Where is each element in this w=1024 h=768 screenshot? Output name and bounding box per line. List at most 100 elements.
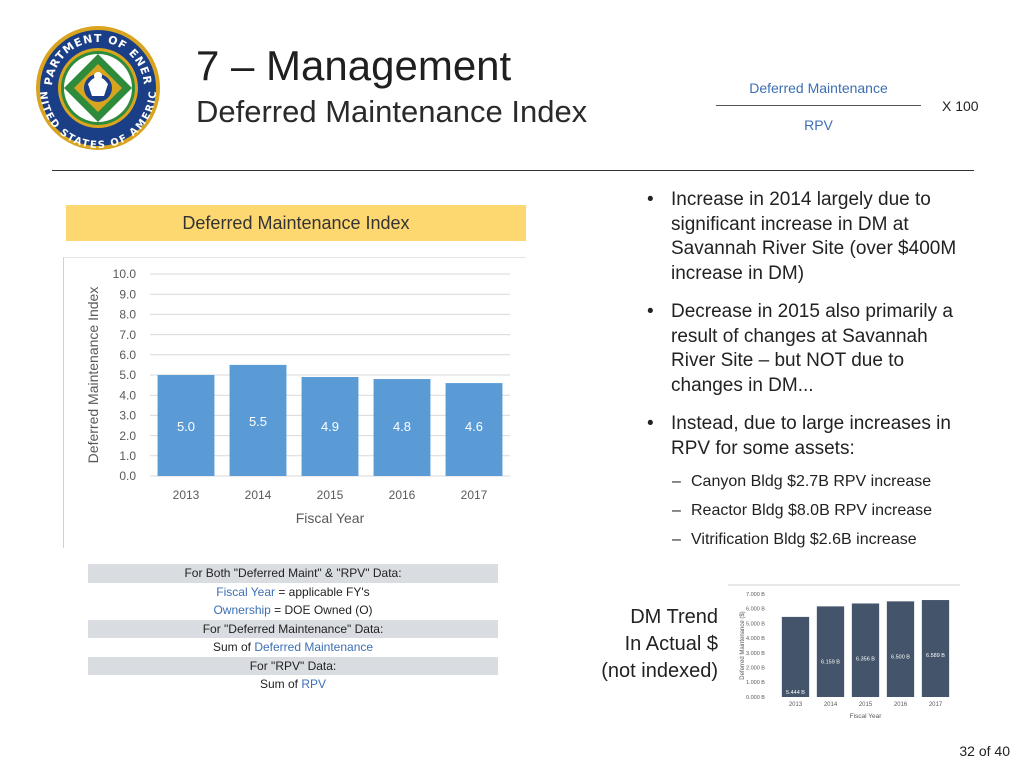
x-tick-label: 2015 [859, 702, 873, 708]
y-tick-label: 0.0 [119, 469, 136, 483]
sub-bullet-list: – Canyon Bldg $2.7B RPV increase – React… [645, 467, 975, 554]
y-tick-label: 5.0 [119, 368, 136, 382]
y-tick-label: 6.0 [119, 348, 136, 362]
y-tick-label: 0.000 B [746, 695, 765, 701]
x-tick-label: 2013 [173, 488, 200, 502]
y-tick-label: 5.000 B [746, 621, 765, 627]
x-axis-title: Fiscal Year [850, 713, 883, 720]
y-tick-label: 2.000 B [746, 665, 765, 671]
page-number: 32 of 40 [959, 743, 1010, 759]
y-tick-label: 6.000 B [746, 607, 765, 613]
bullet-text: Instead, due to large increases in RPV f… [671, 413, 951, 459]
sub-bullet-dash: – [672, 502, 681, 519]
criteria-field: Deferred Maintenance [254, 640, 374, 654]
bar-value-label: 6.356 B [856, 656, 875, 662]
data-criteria-table: For Both "Deferred Maint" & "RPV" Data: … [88, 564, 498, 694]
bar [229, 364, 287, 476]
criteria-row: For Both "Deferred Maint" & "RPV" Data: [88, 564, 498, 583]
x-axis-title: Fiscal Year [296, 510, 365, 526]
sub-bullet-item: – Reactor Bldg $8.0B RPV increase [645, 496, 975, 525]
bar [816, 606, 845, 697]
criteria-row: For "Deferred Maintenance" Data: [88, 619, 498, 638]
bullet-text: Decrease in 2015 also primarily a result… [671, 301, 953, 396]
page-title: 7 – Management [196, 42, 512, 89]
y-tick-label: 9.0 [119, 287, 136, 301]
doe-seal-logo: DEPARTMENT OF ENERGY UNITED STATES OF AM… [34, 24, 160, 151]
sub-bullet-dash: – [672, 473, 681, 490]
y-tick-label: 2.0 [119, 429, 136, 443]
criteria-text: For "RPV" Data: [249, 658, 337, 673]
y-tick-label: 7.0 [119, 328, 136, 342]
y-tick-label: 4.000 B [746, 636, 765, 642]
x-tick-label: 2016 [894, 702, 908, 708]
y-tick-label: 1.0 [119, 449, 136, 463]
criteria-row: Sum of RPV [88, 675, 498, 694]
bar-value-label: 4.6 [465, 419, 483, 434]
bar [886, 601, 915, 697]
bar [921, 600, 950, 697]
bar [851, 603, 880, 697]
bar-value-label: 6.500 B [891, 654, 910, 660]
bullet-dot: • [647, 413, 654, 434]
bar-value-label: 4.8 [393, 419, 411, 434]
bar-value-label: 6.589 B [926, 653, 945, 659]
bullet-list: • Increase in 2014 largely due to signif… [645, 188, 975, 554]
dm-trend-line: In Actual $ [624, 633, 718, 655]
bar-value-label: 5.0 [177, 419, 195, 434]
x-tick-label: 2014 [245, 488, 272, 502]
formula-denominator: RPV [804, 117, 833, 133]
bar [781, 616, 810, 697]
y-axis-title: Deferred Maintenance ($) [740, 611, 746, 679]
dm-trend-line: DM Trend [630, 606, 718, 628]
page-subtitle: Deferred Maintenance Index [196, 94, 588, 129]
bullet-dot: • [647, 189, 654, 210]
x-tick-label: 2014 [824, 702, 838, 708]
bar [445, 383, 503, 476]
formula-multiplier: X 100 [942, 98, 979, 114]
chart-header: Deferred Maintenance Index [66, 205, 526, 241]
criteria-row: Fiscal Year = applicable FY's [88, 583, 498, 602]
dmi-bar-chart: 0.0 1.0 2.0 3.0 4.0 5.0 6.0 7.0 8.0 9.0 10.0 5.0 201… [85, 267, 510, 526]
x-tick-label: 2013 [789, 702, 803, 708]
dm-trend-label: DM Trend In Actual $ (not indexed) [590, 604, 718, 685]
formula-fraction-line [716, 105, 921, 106]
dm-trend-bar-chart: 0.000 B 1.000 B 2.000 B 3.000 B 4.000 B 5.000… [728, 584, 960, 720]
sub-bullet-text: Canyon Bldg $2.7B RPV increase [691, 473, 932, 490]
x-tick-label: 2016 [389, 488, 416, 502]
criteria-field: Ownership [213, 603, 271, 617]
criteria-text: For Both "Deferred Maint" & "RPV" Data: [184, 566, 402, 580]
bar [373, 379, 431, 476]
criteria-row: For "RPV" Data: [88, 656, 498, 675]
criteria-field: RPV [301, 677, 327, 691]
chart-frame [63, 257, 526, 548]
bullet-item: • Instead, due to large increases in RPV… [645, 412, 975, 461]
sub-bullet-text: Reactor Bldg $8.0B RPV increase [691, 502, 933, 519]
x-tick-label: 2017 [461, 488, 488, 502]
y-tick-label: 7.000 B [746, 592, 765, 598]
dm-trend-line: (not indexed) [601, 660, 718, 682]
y-tick-label: 10.0 [113, 267, 137, 281]
sub-bullet-item: – Vitrification Bldg $2.6B increase [645, 525, 975, 554]
bar-value-label: 5.444 B [786, 690, 805, 696]
bar-value-label: 5.5 [249, 414, 267, 429]
sub-bullet-item: – Canyon Bldg $2.7B RPV increase [645, 467, 975, 496]
x-tick-label: 2015 [317, 488, 344, 502]
criteria-text: = applicable FY's [275, 584, 370, 599]
criteria-row: Ownership = DOE Owned (O) [88, 601, 498, 620]
bullet-text: Increase in 2014 largely due to signific… [671, 189, 957, 284]
criteria-text: For "Deferred Maintenance" Data: [202, 621, 384, 636]
title-divider [52, 170, 974, 171]
formula-numerator: Deferred Maintenance [749, 80, 888, 96]
bar-value-label: 4.9 [321, 419, 339, 434]
y-tick-label: 3.0 [119, 409, 136, 423]
y-tick-label: 1.000 B [746, 680, 765, 686]
y-tick-label: 4.0 [119, 388, 136, 402]
bar-value-label: 6.159 B [821, 659, 840, 665]
bullet-dot: • [647, 301, 654, 322]
x-tick-label: 2017 [929, 702, 943, 708]
y-tick-label: 3.000 B [746, 651, 765, 657]
bullet-item: • Decrease in 2015 also primarily a resu… [645, 300, 975, 398]
bullet-item: • Increase in 2014 largely due to signif… [645, 188, 975, 286]
criteria-text: Sum of [259, 677, 302, 691]
bar [157, 375, 215, 476]
